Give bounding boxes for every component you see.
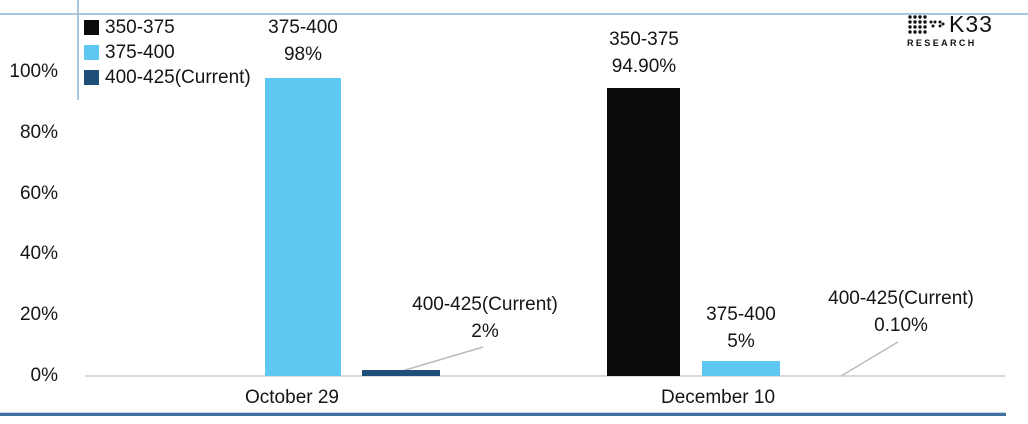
- x-axis-baseline: [85, 375, 1005, 377]
- data-label-value: 98%: [283, 44, 323, 65]
- k33-research-logo: K33 RESEARCH: [907, 12, 997, 48]
- logo-row: K33: [907, 12, 997, 36]
- legend-swatch-375-400: [84, 45, 99, 60]
- leader-line: [401, 346, 484, 372]
- x-axis-label-October 29: October 29: [245, 387, 339, 408]
- data-label-value: 5%: [727, 331, 755, 352]
- bottom-rule: [0, 412, 1006, 416]
- data-label-375-400: 375-400 5%: [626, 301, 856, 355]
- top-border-line: [0, 13, 1028, 15]
- left-border-line: [77, 0, 79, 100]
- y-axis-tick-40%: 40%: [19, 243, 58, 265]
- legend-label: 350-375: [105, 17, 175, 38]
- legend-swatch-400-425(Current): [84, 70, 99, 85]
- data-label-value: 2%: [471, 321, 499, 342]
- logo-wordmark: K33: [949, 11, 993, 37]
- legend-label: 375-400: [105, 42, 175, 63]
- data-label-350-375: 350-375 94.90%: [529, 26, 759, 80]
- chart-legend: 350-375 375-400 400-425(Current): [84, 15, 251, 90]
- data-label-400-425(Current): 400-425(Current) 0.10%: [786, 285, 1016, 339]
- data-label-series: 350-375: [609, 29, 679, 50]
- data-label-value: 0.10%: [874, 315, 928, 336]
- y-axis-tick-80%: 80%: [19, 121, 58, 143]
- data-label-375-400: 375-400 98%: [188, 14, 418, 68]
- bar-350-375-December 10: [607, 87, 680, 376]
- legend-item-375-400: 375-400: [84, 40, 251, 65]
- legend-item-350-375: 350-375: [84, 15, 251, 40]
- logo-subtitle: RESEARCH: [907, 38, 977, 48]
- y-axis-tick-0%: 0%: [30, 365, 58, 386]
- x-axis-label-December 10: December 10: [660, 387, 776, 408]
- bar-375-400-October 29: [265, 78, 341, 376]
- bar-400-425(Current)-October 29: [362, 369, 440, 376]
- data-label-series: 375-400: [268, 17, 338, 38]
- legend-swatch-350-375: [84, 20, 99, 35]
- y-axis-tick-60%: 60%: [19, 182, 58, 204]
- legend-label: 400-425(Current): [105, 67, 251, 88]
- legend-item-400-425(Current): 400-425(Current): [84, 65, 251, 90]
- data-label-400-425(Current): 400-425(Current) 2%: [370, 291, 600, 345]
- y-axis-tick-20%: 20%: [19, 304, 58, 326]
- y-axis-tick-100%: 100%: [9, 61, 58, 82]
- k33-logo-icon: [908, 14, 945, 34]
- data-label-series: 400-425(Current): [412, 294, 558, 315]
- data-label-value: 94.90%: [611, 56, 677, 77]
- bar-375-400-December 10: [702, 360, 780, 376]
- data-label-series: 375-400: [706, 304, 776, 325]
- data-label-series: 400-425(Current): [828, 288, 974, 309]
